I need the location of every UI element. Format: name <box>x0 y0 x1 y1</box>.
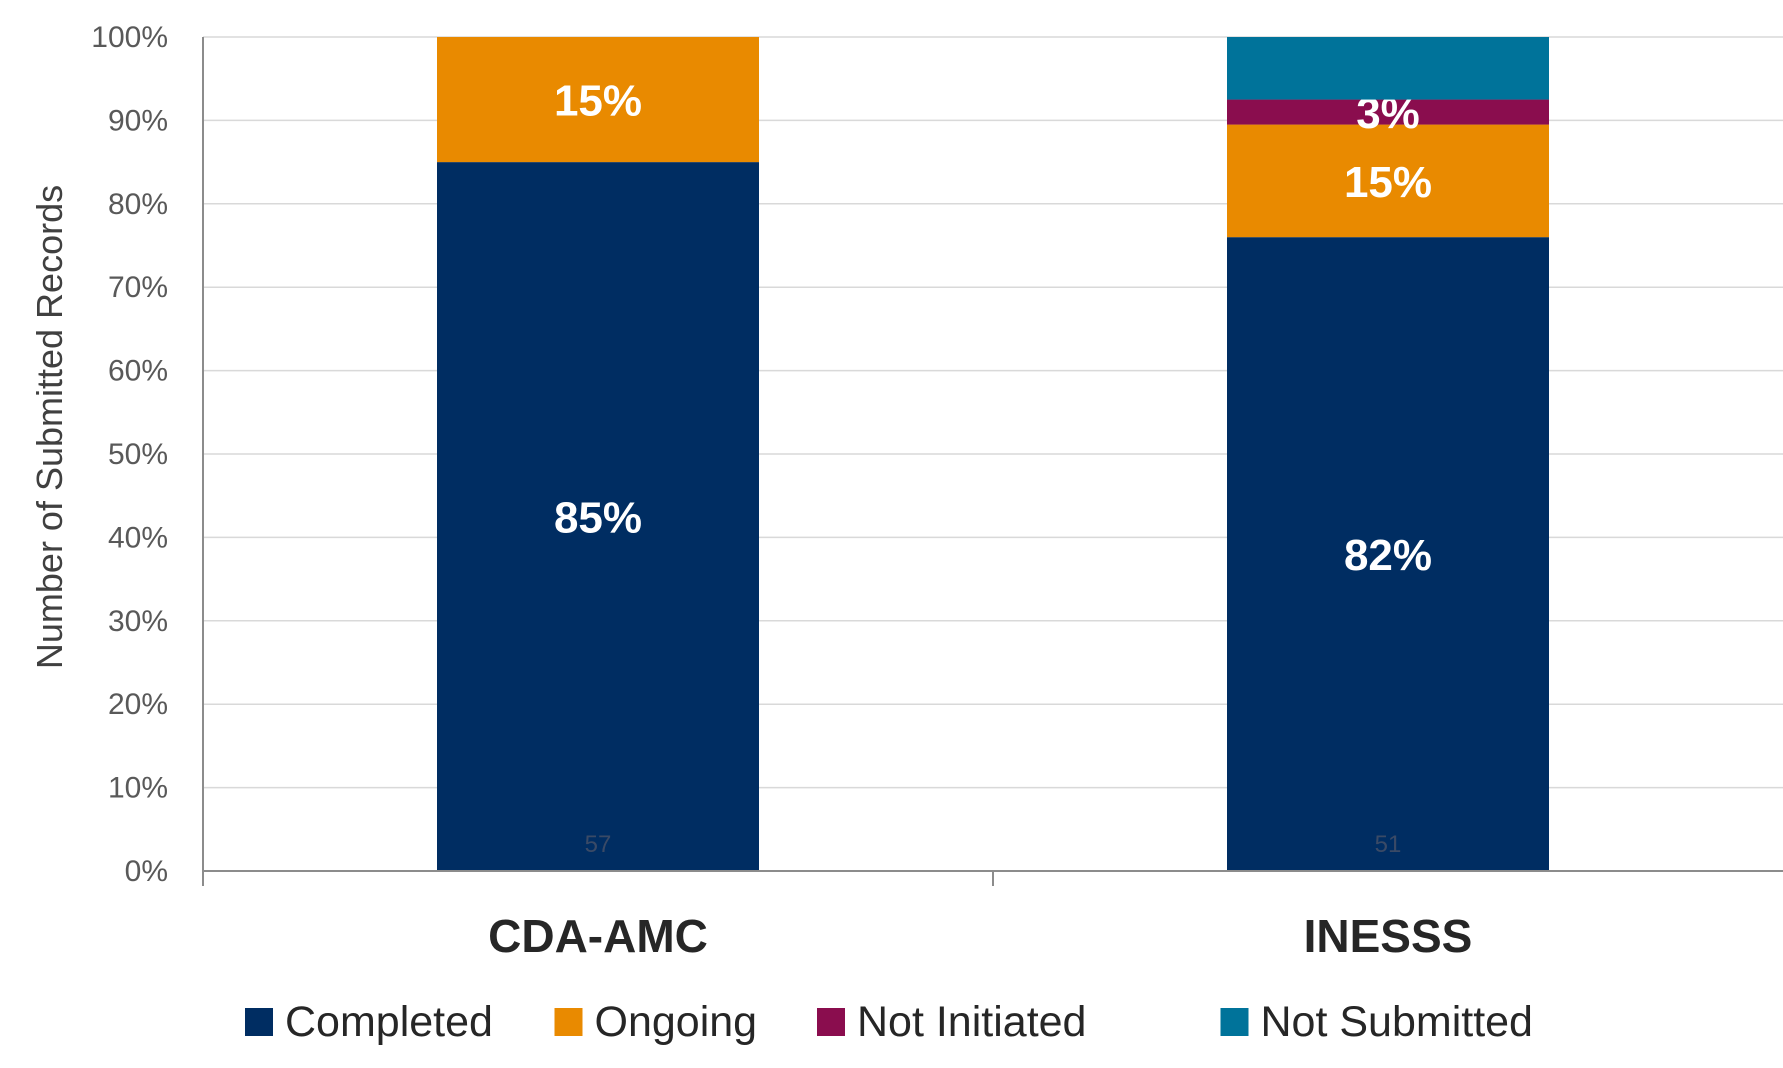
x-category-label: INESSS <box>1304 910 1473 962</box>
data-label: 15% <box>554 77 642 126</box>
y-axis-tick-labels: 0% 10% 20% 30% 40% 50% 60% 70% 80% 90% 100% <box>91 21 168 888</box>
y-tick-label: 0% <box>125 855 168 888</box>
count-label: 51 <box>1375 831 1402 858</box>
legend-label: Not Initiated <box>857 998 1086 1046</box>
y-tick-label: 60% <box>108 355 168 388</box>
legend-swatch <box>245 1008 273 1036</box>
bar-segment-not-submitted-inesss <box>1227 37 1549 100</box>
y-tick-label: 20% <box>108 688 168 721</box>
legend-label: Ongoing <box>595 998 758 1046</box>
data-label: 82% <box>1344 531 1432 580</box>
y-axis-title: Number of Submitted Records <box>29 185 70 669</box>
y-tick-label: 100% <box>91 21 168 54</box>
bar-segment-not-initiated-inesss <box>1227 99 1549 125</box>
y-tick-label: 40% <box>108 521 168 554</box>
legend-swatch <box>817 1008 845 1036</box>
data-label: 15% <box>1344 158 1432 207</box>
legend-swatch <box>554 1008 583 1036</box>
legend: Completed Ongoing Not Initiated Not Submitt… <box>245 998 1533 1046</box>
bar-segment-completed-inesss <box>1227 237 1549 871</box>
y-tick-label: 30% <box>108 605 168 638</box>
x-axis <box>202 37 1783 886</box>
y-tick-label: 50% <box>108 438 168 471</box>
legend-swatch <box>1220 1008 1249 1036</box>
x-axis-category-labels: CDA-AMC INESSS <box>488 910 1472 962</box>
y-tick-label: 70% <box>108 271 168 304</box>
y-tick-label: 10% <box>108 772 168 805</box>
legend-label: Not Submitted <box>1261 998 1533 1046</box>
y-tick-label: 90% <box>108 104 168 137</box>
count-label: 57 <box>585 831 612 858</box>
bar-segment-completed-cda-amc <box>437 162 759 872</box>
data-label: 85% <box>554 494 642 543</box>
legend-label: Completed <box>285 998 493 1046</box>
bar-segment-ongoing-inesss <box>1227 124 1549 238</box>
bar-segment-ongoing-cda-amc <box>437 37 759 163</box>
y-tick-label: 80% <box>108 188 168 221</box>
x-category-label: CDA-AMC <box>488 910 708 962</box>
